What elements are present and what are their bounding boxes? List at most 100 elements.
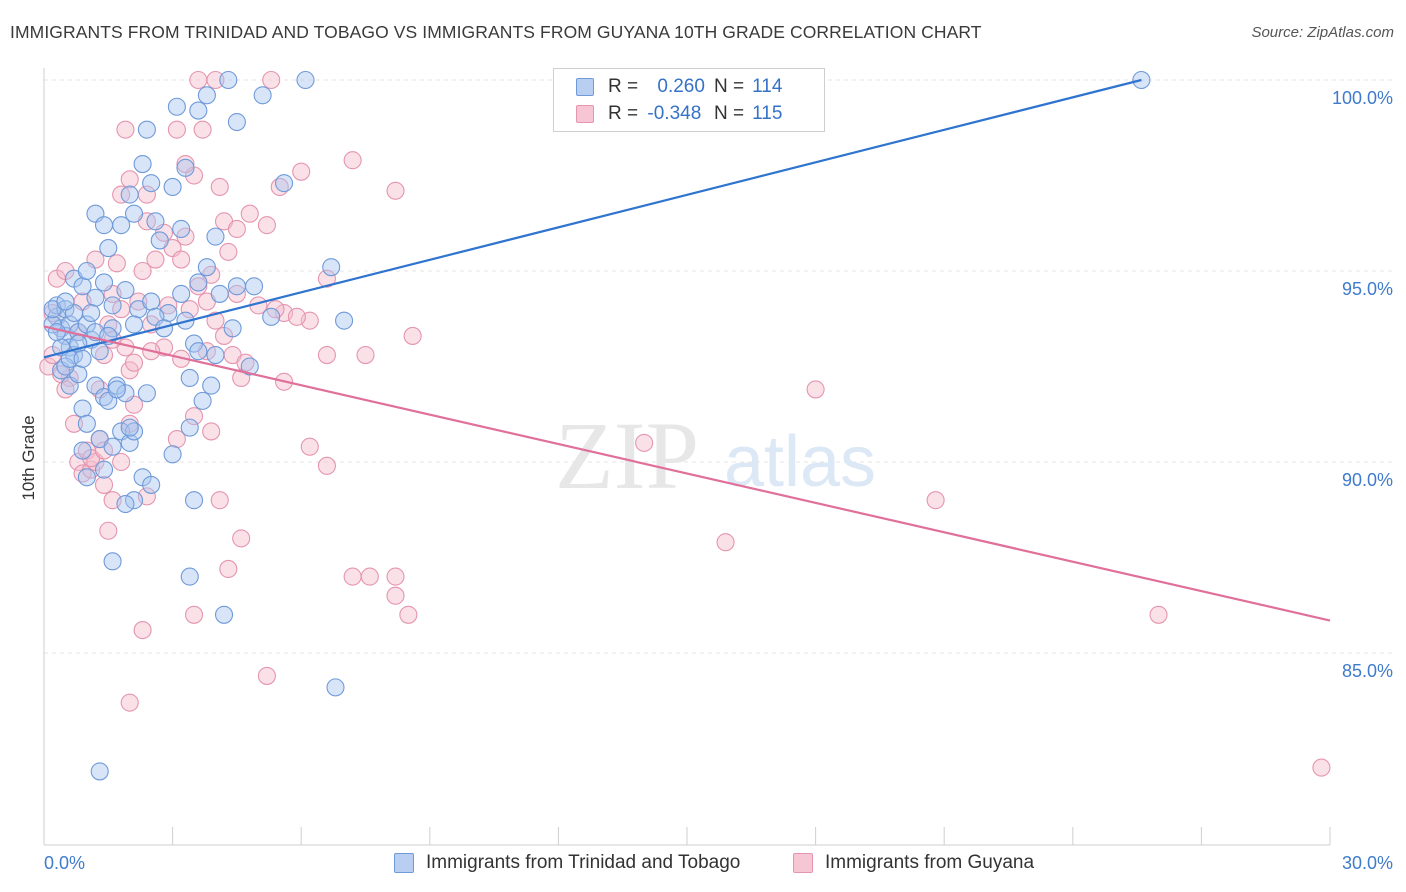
bottom-legend-guyana: Immigrants from Guyana [793,852,1034,874]
guyana-point [202,422,221,441]
guyana-point [99,521,118,540]
trinidad-point [172,219,191,239]
watermark: ZIP atlas [555,402,876,509]
guyana-point [94,475,114,494]
trinidad-point [103,296,122,315]
trinidad-point [133,154,152,174]
guyana-point [343,151,362,170]
trinidad-point [197,86,216,105]
trinidad-point [167,97,186,116]
guyana-point [386,181,405,200]
bottom-legend-swatch-blue [394,853,414,873]
trinidad-point [163,445,182,464]
guyana-point [403,326,422,345]
guyana-point [300,437,319,456]
guyana-point [193,120,212,139]
guyana-point [146,250,165,269]
guyana-point [356,345,375,365]
watermark-zip: ZIP [555,402,699,509]
trinidad-point [77,261,96,281]
x-tick-label-min: 0.0% [44,853,85,873]
legend-n-value: 115 [752,103,783,124]
legend-r-label: R = [608,76,639,97]
trinidad-point [227,112,246,132]
trinidad-point [193,391,212,410]
trinidad-point [244,277,264,296]
trinidad-point [189,342,208,361]
guyana-point [129,292,148,311]
trinidad-point [150,231,169,250]
trinidad-point [47,323,66,342]
trinidad-point [73,349,92,368]
trinidad-point [94,460,114,479]
trinidad-point [56,292,75,311]
trinidad-point [120,185,139,204]
trinidad-point [163,177,182,197]
bottom-legend-label: Immigrants from Trinidad and Tobago [426,852,741,873]
trinidad-point [73,441,92,460]
guyana-point [287,307,306,326]
guyana-point [232,529,251,548]
legend-r-group: R = 0.260 [608,76,705,98]
guyana-point [716,533,735,552]
guyana-point [120,693,139,712]
guyana-point [806,380,825,399]
trinidad-point [116,384,135,403]
guyana-point [94,441,114,460]
legend-n-label: N = [714,76,745,97]
trinidad-point [189,273,208,292]
trinidad-point [240,357,259,376]
trinidad-point [219,70,238,90]
y-tick-label: 100.0% [1332,88,1393,108]
guyana-point [210,491,229,510]
trinidad-point [107,380,126,399]
guyana-point [257,666,276,685]
legend-r-value: 0.260 [657,76,705,97]
trinidad-point [124,204,144,223]
guyana-point [240,204,259,223]
guyana-point [172,250,191,269]
trinidad-point [73,399,92,418]
guyana-point [116,120,135,139]
trinidad-point [86,288,105,307]
y-axis-label: 10th Grade [19,415,38,500]
trinidad-point [172,284,191,303]
guyana-point [1149,605,1168,624]
guyana-point [219,242,238,261]
source-label: Source: ZipAtlas.com [1251,24,1394,41]
guyana-point [120,170,139,189]
guyana-point [180,300,199,319]
guyana-point [64,414,84,433]
trinidad-point [116,494,135,514]
trinidad-point [103,437,122,456]
trinidad-point [137,120,156,139]
guyana-point [184,605,204,624]
guyana-point [317,345,336,365]
trinidad-point [326,678,345,697]
trinidad-point [180,418,199,437]
trinidad-point [184,491,204,510]
trinidad-point [335,311,354,330]
y-tick-label: 95.0% [1342,279,1393,299]
guyana-point [206,311,225,330]
trinidad-point [99,239,118,258]
guyana-point [159,296,178,315]
trinidad-point [176,158,195,177]
trinidad-point [202,376,221,395]
trinidad-point [116,281,135,300]
axes [43,68,1331,846]
guyana-point [167,120,186,139]
chart-title: IMMIGRANTS FROM TRINIDAD AND TOBAGO VS I… [10,22,982,42]
guyana-point [1312,758,1331,777]
guyana-point [386,586,405,605]
trinidad-point [103,552,122,571]
tick-labels: 100.0% 95.0% 90.0% 85.0% 0.0% 30.0% [44,88,1393,873]
guyana-point [112,452,131,472]
trinidad-point [124,491,144,510]
guyana-point [107,254,126,273]
trinidad-point [189,101,208,120]
guyana-point [386,567,405,586]
trend-lines [43,78,1331,622]
guyana-point [926,491,945,510]
trinidad-point [180,567,199,586]
